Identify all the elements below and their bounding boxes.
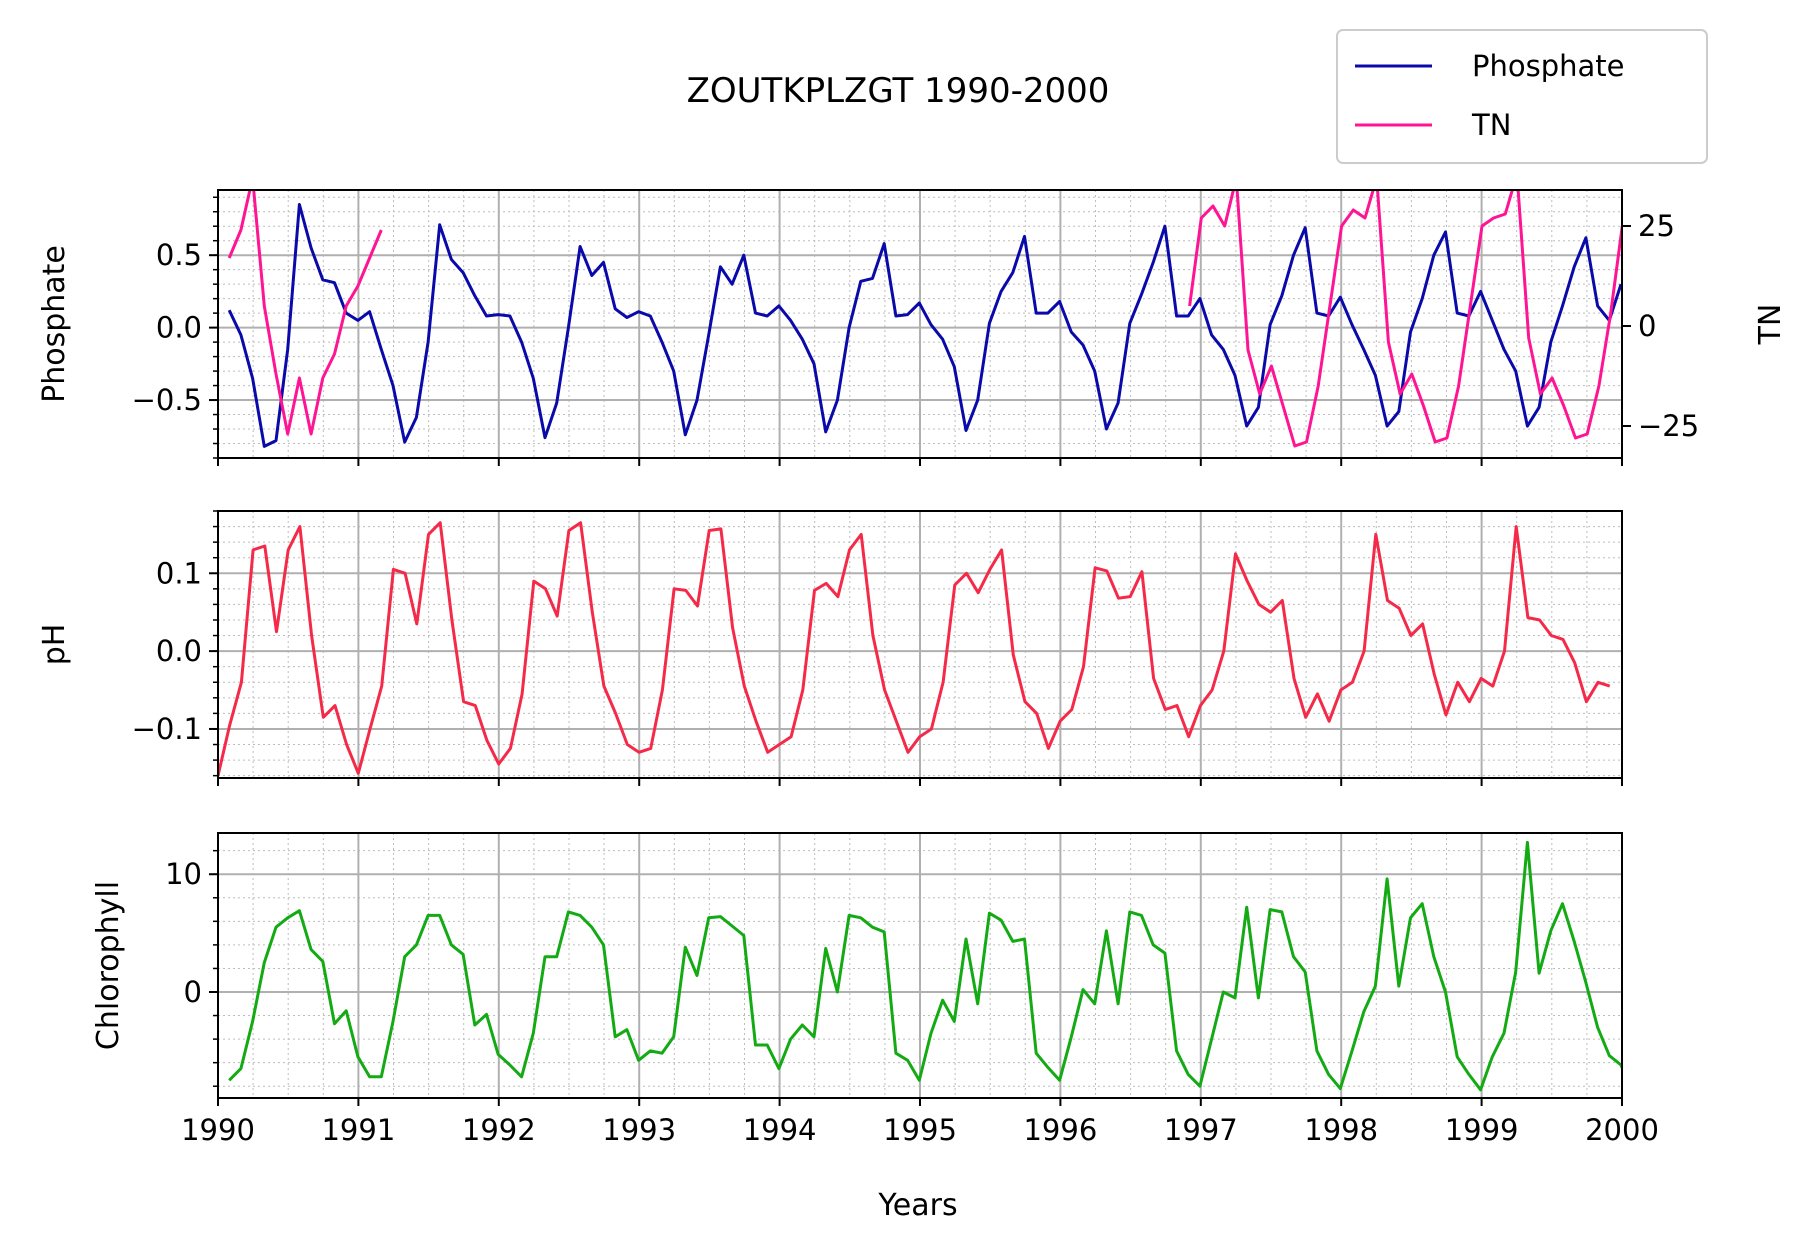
panel-2: 0.1 0.0 −0.1 pH	[37, 510, 1623, 786]
tn-line-segment-2	[1188, 190, 1622, 448]
panel-frame	[217, 510, 1623, 779]
x-axis-label: Years	[877, 1188, 957, 1223]
secondary-y-tick-label: 0	[1638, 309, 1656, 343]
panel-frame	[217, 832, 1623, 1099]
y-tick-label: −0.1	[132, 712, 202, 746]
panel-3: 10 0 Chlorophyll 1990 1991 1992 1993 1994 1995 19…	[91, 832, 1659, 1147]
secondary-y-tick-label: −25	[1638, 409, 1699, 443]
x-tick-label: 1999	[1445, 1113, 1519, 1147]
ph-line	[218, 521, 1611, 777]
x-tick-label: 1998	[1304, 1113, 1378, 1147]
y-tick-label: 10	[165, 857, 202, 891]
x-tick-label: 1996	[1023, 1113, 1097, 1147]
legend-label: TN	[1471, 108, 1511, 142]
x-tick-label: 1995	[883, 1113, 957, 1147]
series-group	[227, 190, 1622, 448]
y-axis-label: Phosphate	[37, 245, 72, 403]
y-axis-label: pH	[37, 624, 72, 666]
tn-line-segment-1	[227, 190, 383, 436]
x-tick-label: 1993	[602, 1113, 676, 1147]
panel-1: 0.5 0.0 −0.5 25 0 −25 TN Phosphate	[37, 189, 1788, 466]
y-tick-label: −0.5	[132, 383, 202, 417]
series-group	[218, 521, 1611, 777]
phosphate-line	[227, 203, 1622, 448]
y-tick-label: 0.0	[156, 634, 202, 668]
x-tick-label: 2000	[1585, 1113, 1659, 1147]
x-tick-label: 1994	[743, 1113, 817, 1147]
y-tick-label: 0.1	[156, 556, 202, 590]
chart-title: ZOUTKPLZGT 1990-2000	[687, 71, 1110, 111]
x-tick-label: 1997	[1164, 1113, 1238, 1147]
secondary-y-axis-label: TN	[1753, 304, 1788, 346]
panel-frame	[217, 189, 1623, 459]
chart-legend: Phosphate TN	[1336, 29, 1708, 164]
chlorophyll-line	[228, 840, 1622, 1092]
y-tick-label: 0.0	[156, 311, 202, 345]
series-group	[228, 840, 1622, 1092]
y-tick-label: 0.5	[156, 238, 202, 272]
x-tick-label: 1990	[181, 1113, 255, 1147]
y-tick-label: 0	[184, 975, 202, 1009]
y-axis-label: Chlorophyll	[91, 881, 126, 1050]
legend-label: Phosphate	[1472, 49, 1625, 83]
legend-box	[1336, 29, 1708, 164]
x-tick-label: 1992	[462, 1113, 536, 1147]
x-tick-label: 1991	[321, 1113, 395, 1147]
secondary-y-tick-label: 25	[1638, 209, 1675, 243]
